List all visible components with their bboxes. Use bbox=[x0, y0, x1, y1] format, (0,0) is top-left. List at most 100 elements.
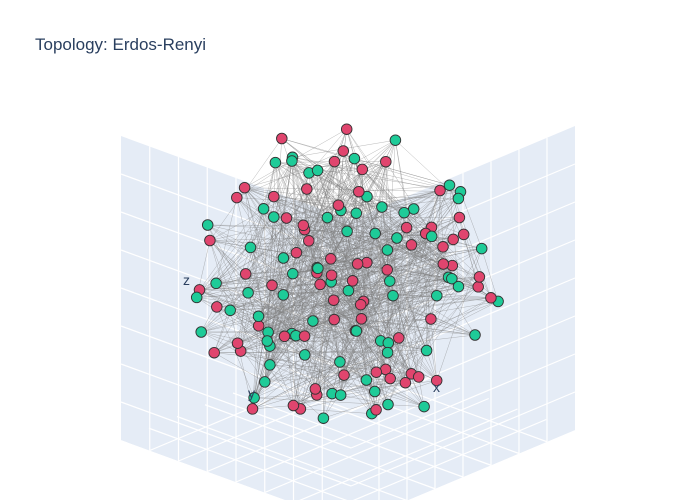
node-green[interactable] bbox=[190, 291, 203, 304]
node-red[interactable] bbox=[405, 239, 418, 251]
node-green[interactable] bbox=[210, 277, 222, 290]
node-green[interactable] bbox=[334, 389, 347, 401]
node-red[interactable] bbox=[370, 404, 382, 416]
node-green[interactable] bbox=[443, 179, 456, 191]
node-green[interactable] bbox=[425, 230, 438, 243]
node-green[interactable] bbox=[341, 225, 353, 238]
node-green[interactable] bbox=[360, 374, 373, 386]
node-green[interactable] bbox=[350, 325, 363, 337]
node-red[interactable] bbox=[351, 258, 364, 270]
node-red[interactable] bbox=[473, 271, 486, 283]
node-green[interactable] bbox=[376, 201, 388, 213]
node-green[interactable] bbox=[381, 346, 394, 359]
node-green[interactable] bbox=[389, 134, 402, 146]
node-green[interactable] bbox=[348, 152, 361, 165]
node-green[interactable] bbox=[244, 241, 257, 254]
node-green[interactable] bbox=[469, 329, 481, 341]
node-red[interactable] bbox=[430, 374, 443, 387]
node-red[interactable] bbox=[325, 253, 337, 265]
node-red[interactable] bbox=[354, 298, 367, 311]
node-green[interactable] bbox=[369, 227, 381, 240]
node-red[interactable] bbox=[268, 190, 280, 203]
node-green[interactable] bbox=[268, 211, 280, 223]
node-green[interactable] bbox=[420, 344, 433, 357]
node-red[interactable] bbox=[239, 268, 252, 280]
node-red[interactable] bbox=[328, 313, 340, 326]
node-green[interactable] bbox=[277, 252, 290, 264]
node-red[interactable] bbox=[337, 145, 350, 157]
node-red[interactable] bbox=[346, 275, 359, 287]
node-red[interactable] bbox=[355, 313, 368, 325]
node-green[interactable] bbox=[252, 310, 265, 323]
node-green[interactable] bbox=[475, 242, 488, 255]
node-red[interactable] bbox=[353, 185, 365, 198]
node-green[interactable] bbox=[452, 192, 465, 205]
node-green[interactable] bbox=[350, 207, 363, 219]
node-green[interactable] bbox=[312, 262, 324, 275]
node-red[interactable] bbox=[485, 292, 497, 304]
node-green[interactable] bbox=[382, 398, 394, 411]
node-red[interactable] bbox=[457, 228, 470, 241]
node-red[interactable] bbox=[384, 372, 396, 385]
node-red[interactable] bbox=[314, 278, 326, 291]
node-green[interactable] bbox=[261, 335, 273, 347]
node-green[interactable] bbox=[387, 289, 399, 302]
node-green[interactable] bbox=[286, 155, 298, 167]
node-green[interactable] bbox=[452, 280, 465, 293]
node-red[interactable] bbox=[231, 191, 243, 204]
node-green[interactable] bbox=[384, 275, 396, 287]
node-red[interactable] bbox=[280, 212, 293, 224]
node-red[interactable] bbox=[425, 313, 437, 325]
node-red[interactable] bbox=[437, 258, 450, 270]
node-red[interactable] bbox=[246, 403, 259, 415]
node-red[interactable] bbox=[393, 332, 405, 344]
node-green[interactable] bbox=[299, 349, 311, 361]
node-green[interactable] bbox=[242, 287, 254, 299]
node-green[interactable] bbox=[317, 412, 330, 424]
node-red[interactable] bbox=[309, 383, 322, 395]
node-green[interactable] bbox=[431, 289, 443, 302]
node-red[interactable] bbox=[328, 155, 341, 168]
node-red[interactable] bbox=[370, 366, 383, 378]
node-green[interactable] bbox=[342, 284, 355, 297]
node-red[interactable] bbox=[278, 330, 291, 343]
node-red[interactable] bbox=[301, 183, 313, 195]
node-red[interactable] bbox=[340, 123, 353, 135]
node-green[interactable] bbox=[269, 156, 282, 169]
node-green[interactable] bbox=[257, 203, 270, 215]
node-green[interactable] bbox=[391, 232, 403, 244]
node-red[interactable] bbox=[453, 211, 466, 224]
node-red[interactable] bbox=[447, 233, 459, 246]
node-red[interactable] bbox=[327, 294, 340, 306]
node-green[interactable] bbox=[264, 359, 276, 371]
node-red[interactable] bbox=[356, 163, 369, 176]
node-red[interactable] bbox=[399, 376, 412, 389]
node-red[interactable] bbox=[325, 269, 338, 281]
node-red[interactable] bbox=[298, 330, 311, 342]
node-green[interactable] bbox=[201, 219, 214, 231]
node-red[interactable] bbox=[332, 199, 345, 211]
node-red[interactable] bbox=[297, 219, 310, 232]
node-red[interactable] bbox=[381, 264, 393, 276]
node-green[interactable] bbox=[418, 400, 430, 413]
node-red[interactable] bbox=[434, 184, 446, 197]
node-green[interactable] bbox=[382, 337, 395, 349]
node-red[interactable] bbox=[231, 337, 244, 349]
node-red[interactable] bbox=[437, 241, 449, 253]
node-red[interactable] bbox=[290, 246, 303, 259]
node-green[interactable] bbox=[398, 206, 410, 219]
node-green[interactable] bbox=[277, 289, 290, 301]
node-red[interactable] bbox=[252, 320, 265, 332]
node-red[interactable] bbox=[266, 279, 278, 292]
node-red[interactable] bbox=[303, 235, 315, 247]
node-green[interactable] bbox=[195, 326, 207, 338]
node-red[interactable] bbox=[287, 399, 300, 412]
node-red[interactable] bbox=[238, 181, 251, 194]
node-green[interactable] bbox=[321, 211, 334, 224]
node-green[interactable] bbox=[224, 304, 236, 317]
node-green[interactable] bbox=[259, 376, 271, 388]
node-green[interactable] bbox=[248, 392, 260, 404]
node-red[interactable] bbox=[208, 346, 220, 359]
node-green[interactable] bbox=[311, 164, 324, 177]
